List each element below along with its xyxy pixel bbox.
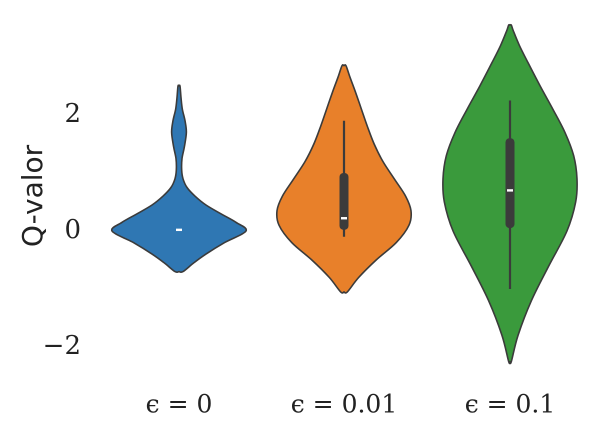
iqr-box-1 [339,173,349,230]
y-tick-label: −2 [43,331,81,361]
x-category-label: ϵ = 0.01 [291,390,398,419]
x-category-label: ϵ = 0.1 [465,390,556,419]
median-marker-1 [341,217,347,220]
violins-layer [110,23,578,365]
y-tick-label: 2 [64,99,81,129]
median-marker-0 [176,228,182,232]
y-ticks: 2 0 −2 [43,99,81,361]
x-category-label: ϵ = 0 [146,390,213,419]
x-categories: ϵ = 0 ϵ = 0.01 ϵ = 0.1 [146,390,556,419]
iqr-box-2 [505,138,515,229]
y-tick-label: 0 [64,215,81,245]
median-marker-2 [507,189,513,192]
violin-0 [110,84,248,274]
y-axis-label: Q-valor [16,144,49,247]
